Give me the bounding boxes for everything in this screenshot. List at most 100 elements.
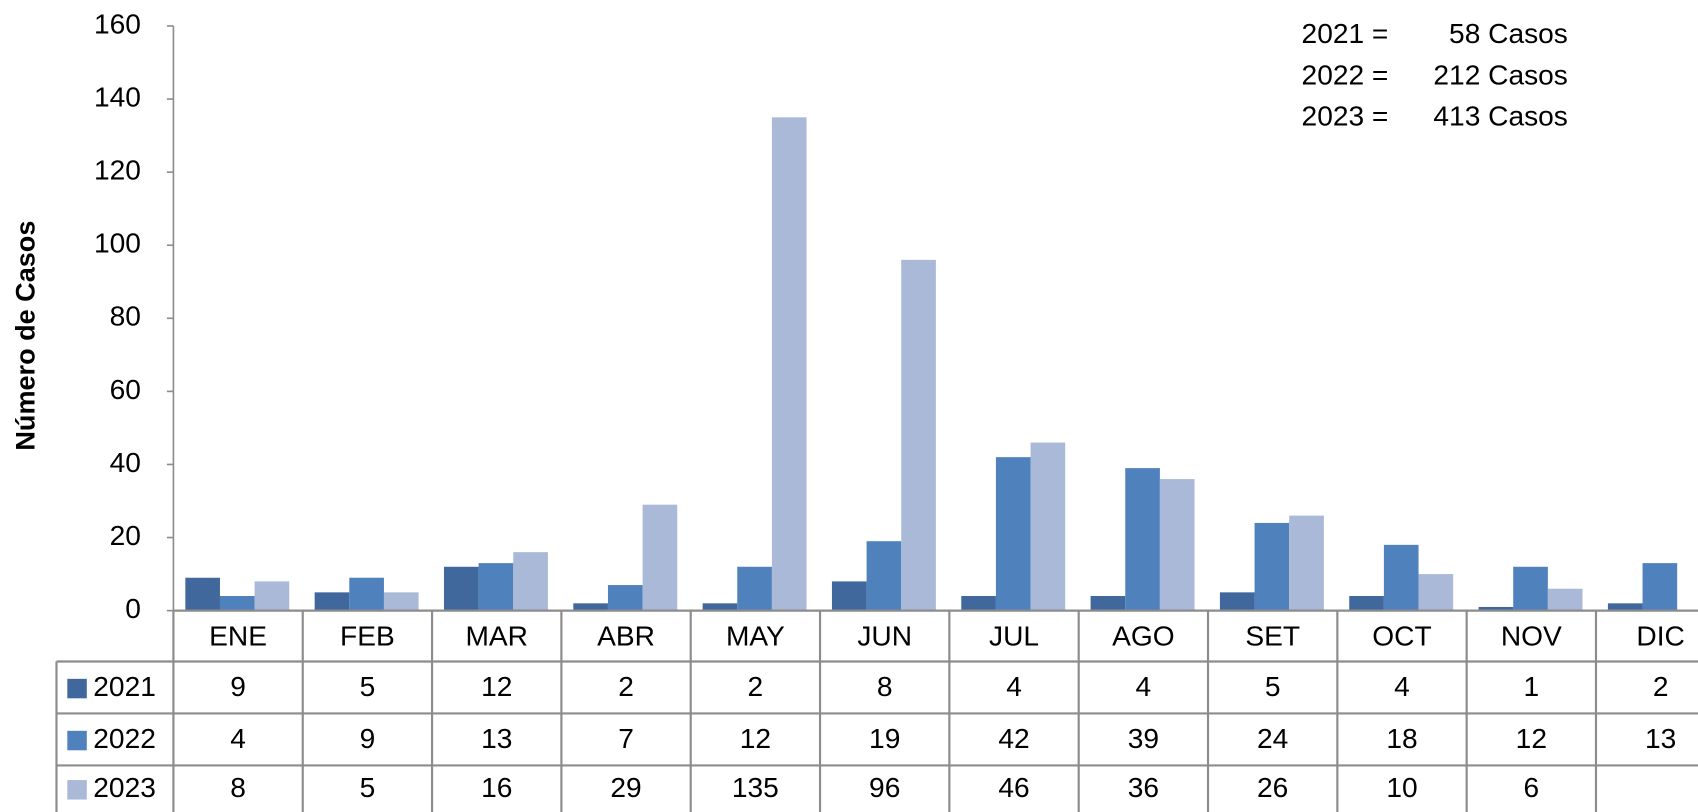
bar (314, 592, 350, 611)
y-tick-label: 140 (94, 82, 141, 113)
legend-swatch (67, 678, 87, 699)
bar (573, 603, 608, 611)
legend-label: 2023 (93, 772, 156, 803)
bar (1159, 479, 1195, 611)
bar (185, 577, 220, 611)
x-tick-label: JUL (989, 621, 1039, 652)
bar (831, 581, 867, 611)
table-value: 12 (1516, 723, 1547, 754)
legend-swatch (67, 730, 87, 751)
bar (961, 596, 996, 611)
y-tick-label: 120 (94, 155, 141, 186)
table-value: 19 (869, 723, 900, 754)
bar (737, 566, 772, 611)
x-tick-label: ABR (597, 621, 655, 652)
bar (1547, 588, 1583, 611)
legend-label: 2021 (93, 671, 156, 702)
bar (702, 603, 738, 611)
bar (995, 457, 1031, 611)
table-value: 13 (481, 723, 512, 754)
annotation-label: 2022 = (1302, 59, 1389, 90)
table-value: 4 (1394, 671, 1410, 702)
x-tick-label: MAR (465, 621, 528, 652)
legend-label: 2022 (93, 723, 156, 754)
table-value: 18 (1386, 723, 1417, 754)
bar (1125, 468, 1160, 611)
table-value: 96 (869, 772, 900, 803)
table-value: 5 (360, 772, 376, 803)
bar (219, 596, 255, 611)
table-value: 4 (1136, 671, 1152, 702)
bar (771, 117, 807, 611)
bar (1642, 563, 1678, 611)
annotation-label: 2021 = (1302, 18, 1389, 49)
bar (901, 259, 936, 611)
bar (254, 581, 290, 611)
y-tick-label: 20 (110, 520, 141, 551)
bar (1219, 592, 1255, 611)
x-tick-label: MAY (726, 621, 785, 652)
table-value: 16 (481, 772, 512, 803)
x-tick-label: ENE (209, 621, 267, 652)
table-value: 8 (230, 772, 246, 803)
y-tick-label: 40 (110, 447, 141, 478)
table-value: 24 (1257, 723, 1288, 754)
bar (1090, 596, 1126, 611)
bar (478, 563, 514, 611)
annotation-label: 2023 = (1302, 100, 1389, 131)
bar (1383, 544, 1419, 611)
table-value: 5 (1265, 671, 1281, 702)
annotation-value: 212 Casos (1433, 59, 1567, 90)
y-tick-label: 60 (110, 374, 141, 405)
table-value: 2 (618, 671, 634, 702)
bar (349, 577, 384, 611)
bar (1349, 596, 1384, 611)
table-value: 4 (1006, 671, 1022, 702)
bar (1289, 515, 1324, 611)
bar (383, 592, 419, 611)
annotation-value: 58 Casos (1449, 18, 1568, 49)
table-value: 4 (230, 723, 246, 754)
y-axis-label: Número de Casos (10, 221, 40, 451)
x-tick-label: JUN (857, 621, 912, 652)
table-value: 10 (1386, 772, 1417, 803)
x-tick-label: NOV (1501, 621, 1562, 652)
x-tick-label: DIC (1636, 621, 1684, 652)
x-tick-label: OCT (1372, 621, 1431, 652)
table-value: 13 (1645, 723, 1676, 754)
bar (443, 566, 479, 611)
table-value: 8 (877, 671, 893, 702)
bar (866, 541, 902, 611)
bar (607, 585, 643, 611)
table-value: 12 (740, 723, 771, 754)
bar (1607, 603, 1643, 611)
table-value: 26 (1257, 772, 1288, 803)
legend-swatch (67, 780, 87, 800)
bar (1254, 522, 1290, 611)
table-value: 9 (360, 723, 376, 754)
table-value: 5 (360, 671, 376, 702)
table-value: 29 (610, 772, 641, 803)
x-tick-label: AGO (1112, 621, 1175, 652)
y-tick-label: 0 (125, 593, 141, 624)
y-tick-label: 80 (110, 301, 141, 332)
annotation-value: 413 Casos (1433, 100, 1567, 131)
x-tick-label: SET (1245, 621, 1300, 652)
table-value: 12 (481, 671, 512, 702)
table-value: 135 (732, 772, 779, 803)
table-value: 46 (998, 772, 1029, 803)
x-tick-label: FEB (340, 621, 395, 652)
y-tick-label: 100 (94, 228, 141, 259)
bar (642, 504, 678, 611)
table-value: 42 (998, 723, 1029, 754)
bar (1513, 566, 1548, 611)
bar (1478, 606, 1514, 611)
table-value: 7 (618, 723, 634, 754)
table-value: 36 (1128, 772, 1159, 803)
bar (1030, 442, 1066, 611)
bar (1418, 574, 1454, 611)
table-value: 1 (1523, 671, 1539, 702)
table-value: 9 (230, 671, 246, 702)
table-value: 6 (1523, 772, 1539, 803)
